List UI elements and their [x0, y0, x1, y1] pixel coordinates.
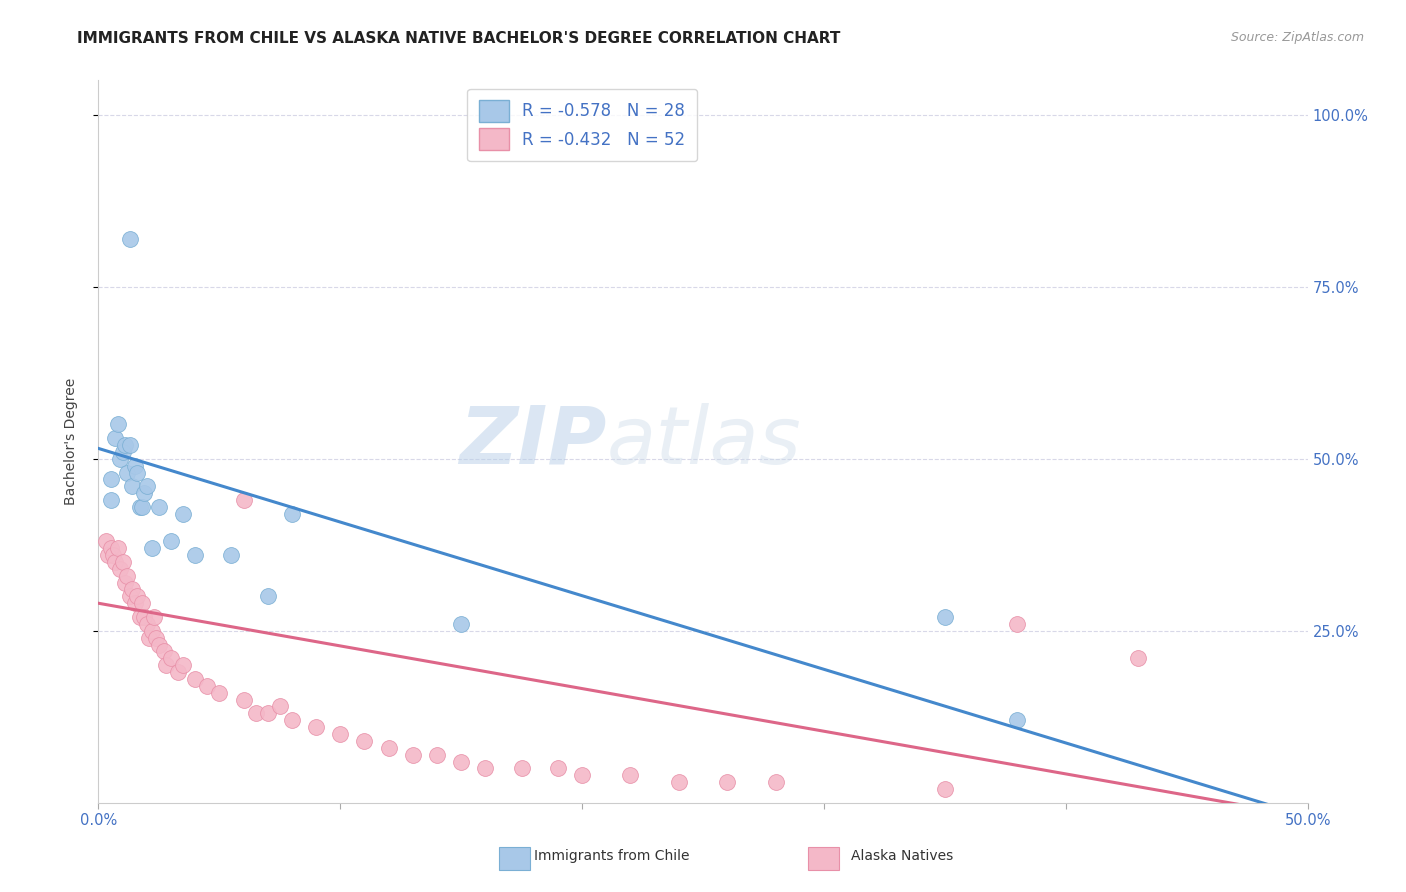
- Point: [145, 631, 167, 645]
- Point: [141, 541, 163, 556]
- Point: [107, 417, 129, 432]
- Point: [160, 651, 183, 665]
- Point: [619, 768, 641, 782]
- Point: [104, 431, 127, 445]
- Point: [934, 610, 956, 624]
- Point: [100, 541, 122, 556]
- Point: [124, 596, 146, 610]
- Point: [108, 451, 131, 466]
- Point: [117, 466, 139, 480]
- Text: Source: ZipAtlas.com: Source: ZipAtlas.com: [1230, 31, 1364, 45]
- Text: IMMIGRANTS FROM CHILE VS ALASKA NATIVE BACHELOR'S DEGREE CORRELATION CHART: IMMIGRANTS FROM CHILE VS ALASKA NATIVE B…: [77, 31, 841, 46]
- Point: [148, 638, 170, 652]
- Point: [155, 658, 177, 673]
- Point: [128, 610, 150, 624]
- Point: [1007, 616, 1029, 631]
- Point: [305, 720, 328, 734]
- Point: [160, 534, 183, 549]
- Point: [131, 500, 153, 514]
- Point: [377, 740, 399, 755]
- Point: [167, 665, 190, 679]
- Point: [141, 624, 163, 638]
- Point: [114, 575, 136, 590]
- Point: [118, 231, 141, 245]
- Point: [117, 568, 139, 582]
- Point: [135, 616, 157, 631]
- Point: [281, 507, 304, 521]
- Point: [135, 479, 157, 493]
- Y-axis label: Bachelor's Degree: Bachelor's Degree: [63, 378, 77, 505]
- Text: Immigrants from Chile: Immigrants from Chile: [534, 849, 690, 863]
- Point: [765, 775, 787, 789]
- Point: [127, 590, 149, 604]
- Point: [208, 686, 231, 700]
- Point: [232, 692, 254, 706]
- Point: [256, 706, 278, 721]
- Legend: R = -0.578   N = 28, R = -0.432   N = 52: R = -0.578 N = 28, R = -0.432 N = 52: [467, 88, 697, 161]
- Text: ZIP: ZIP: [458, 402, 606, 481]
- Point: [716, 775, 738, 789]
- Point: [111, 555, 134, 569]
- Text: atlas: atlas: [606, 402, 801, 481]
- Point: [114, 438, 136, 452]
- Point: [127, 466, 149, 480]
- Point: [100, 472, 122, 486]
- Point: [172, 658, 194, 673]
- Point: [172, 507, 194, 521]
- Point: [221, 548, 243, 562]
- Point: [450, 755, 472, 769]
- Point: [547, 761, 569, 775]
- Point: [134, 610, 156, 624]
- Point: [1007, 713, 1029, 727]
- Point: [101, 548, 124, 562]
- Point: [134, 486, 156, 500]
- Point: [107, 541, 129, 556]
- Point: [450, 616, 472, 631]
- Point: [97, 548, 120, 562]
- Point: [402, 747, 425, 762]
- Point: [138, 631, 160, 645]
- Point: [124, 458, 146, 473]
- Point: [143, 610, 166, 624]
- Point: [94, 534, 117, 549]
- Point: [104, 555, 127, 569]
- Point: [934, 782, 956, 797]
- Point: [108, 562, 131, 576]
- Point: [100, 493, 122, 508]
- Point: [571, 768, 593, 782]
- Point: [256, 590, 278, 604]
- Point: [152, 644, 174, 658]
- Point: [426, 747, 449, 762]
- Point: [474, 761, 496, 775]
- Point: [148, 500, 170, 514]
- Point: [1128, 651, 1150, 665]
- Point: [245, 706, 267, 721]
- Point: [281, 713, 304, 727]
- Point: [668, 775, 690, 789]
- Point: [184, 548, 207, 562]
- Text: Alaska Natives: Alaska Natives: [851, 849, 953, 863]
- Point: [121, 582, 143, 597]
- Point: [131, 596, 153, 610]
- Point: [118, 590, 141, 604]
- Point: [329, 727, 352, 741]
- Point: [121, 479, 143, 493]
- Point: [128, 500, 150, 514]
- Point: [184, 672, 207, 686]
- Point: [510, 761, 533, 775]
- Point: [353, 734, 375, 748]
- Point: [111, 445, 134, 459]
- Point: [269, 699, 291, 714]
- Point: [195, 679, 218, 693]
- Point: [118, 438, 141, 452]
- Point: [232, 493, 254, 508]
